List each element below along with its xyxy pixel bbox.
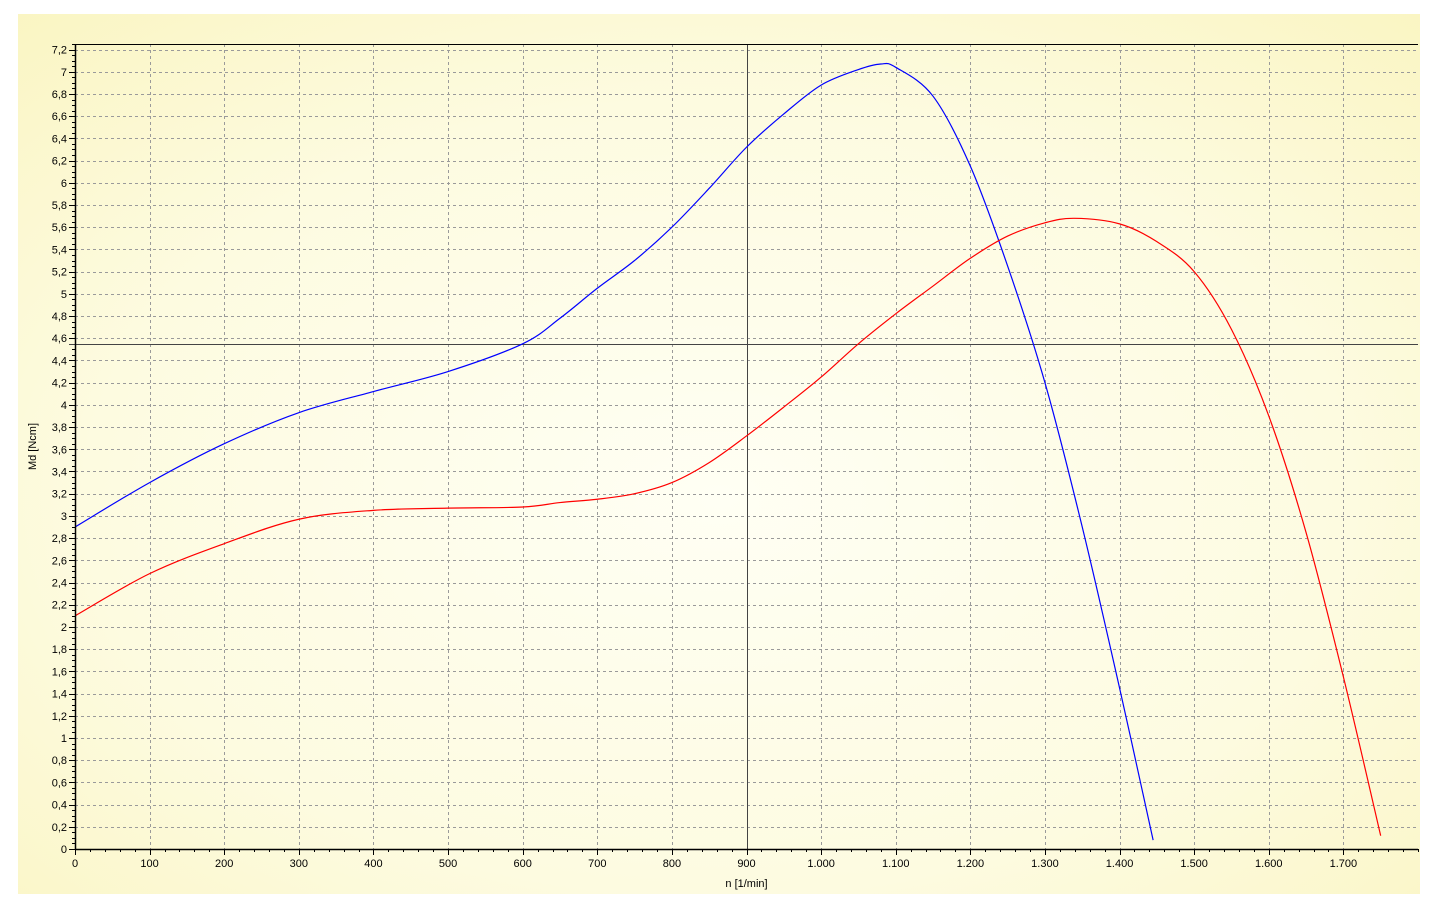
- x-tick-label: 1.400: [1106, 858, 1134, 870]
- y-tick-label: 1,6: [52, 666, 67, 678]
- x-tick-label: 1.300: [1031, 858, 1059, 870]
- x-tick-label: 0: [72, 858, 78, 870]
- x-tick-label: 1.500: [1180, 858, 1208, 870]
- y-tick-label: 1,8: [52, 644, 67, 656]
- x-tick-label: 400: [364, 858, 382, 870]
- y-tick-label: 5,4: [52, 244, 67, 256]
- x-tick-label: 1.000: [807, 858, 835, 870]
- y-tick-label: 0,6: [52, 777, 67, 789]
- x-tick-label: 600: [513, 858, 531, 870]
- x-tick-label: 1.200: [957, 858, 985, 870]
- x-tick-label: 1.700: [1330, 858, 1358, 870]
- y-tick-label: 3,2: [52, 489, 67, 501]
- y-tick-label: 2,4: [52, 578, 67, 590]
- y-tick-label: 7,2: [52, 45, 67, 57]
- y-tick-label: 6,2: [52, 156, 67, 168]
- y-tick-label: 0,4: [52, 800, 67, 812]
- x-tick-label: 300: [290, 858, 308, 870]
- y-tick-label: 5: [61, 289, 67, 301]
- y-tick-label: 4,2: [52, 378, 67, 390]
- y-tick-label: 2: [61, 622, 67, 634]
- axes: [69, 44, 1418, 855]
- y-axis-title: Md [Ncm]: [27, 423, 39, 470]
- series-layer: [75, 62, 1382, 841]
- y-tick-label: 0,2: [52, 822, 67, 834]
- y-tick-label: 6,8: [52, 89, 67, 101]
- y-tick-label: 4: [61, 400, 67, 412]
- y-tick-labels: 0 0,2 0,4 0,6 0,8 1 1,2 1,4 1,6 1,8 2 2,2 2,4 2,6 2,8 3…: [52, 45, 67, 856]
- x-tick-label: 1.600: [1255, 858, 1283, 870]
- x-tick-labels: 0 100 200 300 400 500 600 700 800 900 1.000 1.100 1.…: [72, 858, 1357, 870]
- y-tick-label: 4,4: [52, 355, 67, 367]
- x-tick-label: 100: [140, 858, 158, 870]
- y-tick-label: 5,6: [52, 222, 67, 234]
- y-tick-label: 0,8: [52, 755, 67, 767]
- y-tick-label: 5,2: [52, 267, 67, 279]
- x-axis-title: n [1/min]: [725, 878, 767, 890]
- y-tick-label: 2,2: [52, 600, 67, 612]
- y-tick-label: 6: [61, 178, 67, 190]
- x-tick-label: 1.100: [882, 858, 910, 870]
- series-line-1: [75, 62, 1154, 841]
- y-tick-label: 3: [61, 511, 67, 523]
- y-tick-label: 3,4: [52, 466, 67, 478]
- crosshair: [69, 44, 1418, 855]
- series-line-2: [75, 217, 1382, 836]
- y-tick-label: 4,8: [52, 311, 67, 323]
- y-tick-label: 2,6: [52, 555, 67, 567]
- y-tick-label: 0: [61, 844, 67, 856]
- x-tick-label: 800: [663, 858, 681, 870]
- y-tick-label: 2,8: [52, 533, 67, 545]
- x-tick-label: 500: [439, 858, 457, 870]
- y-tick-label: 5,8: [52, 200, 67, 212]
- y-tick-label: 1,2: [52, 711, 67, 723]
- grid: [75, 44, 1418, 849]
- y-tick-label: 6,4: [52, 133, 67, 145]
- y-tick-label: 1,4: [52, 689, 67, 701]
- y-tick-label: 6,6: [52, 111, 67, 123]
- plot-background: [18, 14, 1420, 894]
- x-tick-label: 700: [588, 858, 606, 870]
- x-tick-label: 200: [215, 858, 233, 870]
- y-tick-label: 3,6: [52, 444, 67, 456]
- x-tick-label: 900: [737, 858, 755, 870]
- y-tick-label: 1: [61, 733, 67, 745]
- y-tick-label: 3,8: [52, 422, 67, 434]
- y-tick-label: 7: [61, 67, 67, 79]
- y-tick-label: 4,6: [52, 333, 67, 345]
